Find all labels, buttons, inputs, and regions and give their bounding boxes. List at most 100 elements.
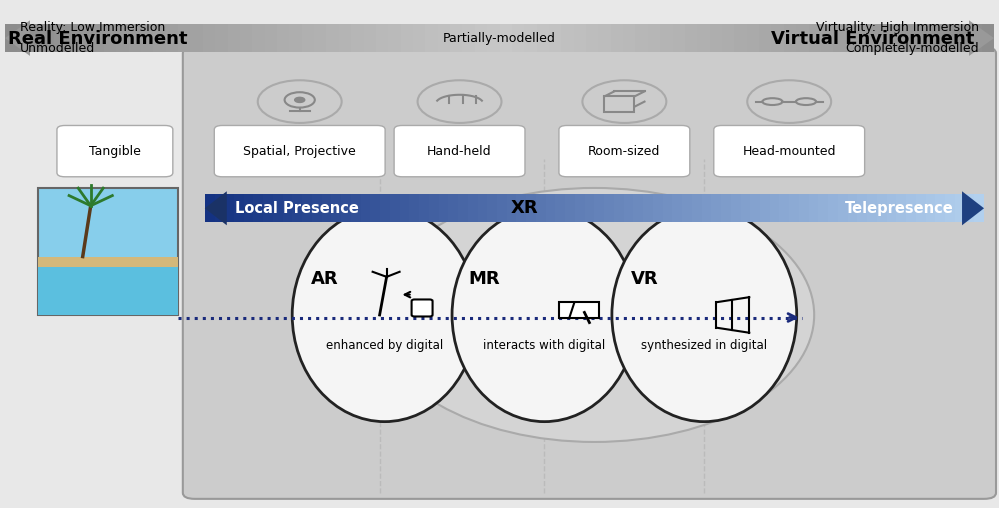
- Text: enhanced by digital: enhanced by digital: [326, 339, 444, 352]
- Bar: [870, 24, 883, 52]
- Bar: [488, 194, 498, 223]
- Bar: [660, 24, 672, 52]
- Bar: [796, 24, 808, 52]
- Text: Local Presence: Local Presence: [235, 201, 359, 216]
- Bar: [438, 24, 450, 52]
- Text: Spatial, Projective: Spatial, Projective: [244, 145, 356, 157]
- Bar: [784, 24, 796, 52]
- Bar: [429, 194, 439, 223]
- Bar: [955, 194, 965, 223]
- Bar: [545, 194, 555, 223]
- Bar: [701, 194, 711, 223]
- Ellipse shape: [452, 208, 637, 422]
- Bar: [478, 194, 488, 223]
- Bar: [224, 194, 234, 223]
- Bar: [302, 24, 314, 52]
- Bar: [697, 24, 709, 52]
- Bar: [586, 24, 598, 52]
- Bar: [613, 194, 623, 223]
- Bar: [79, 24, 92, 52]
- Ellipse shape: [292, 208, 478, 422]
- Bar: [711, 194, 721, 223]
- Text: Tangible: Tangible: [89, 145, 141, 157]
- Bar: [30, 24, 42, 52]
- Bar: [535, 194, 545, 223]
- Bar: [273, 194, 283, 223]
- Bar: [511, 24, 524, 52]
- Bar: [685, 24, 697, 52]
- Bar: [573, 24, 586, 52]
- Bar: [500, 24, 511, 52]
- Bar: [982, 24, 994, 52]
- FancyBboxPatch shape: [559, 125, 689, 177]
- Text: VR: VR: [630, 270, 658, 289]
- Text: Virtual Environment: Virtual Environment: [770, 30, 974, 48]
- Bar: [549, 24, 561, 52]
- FancyBboxPatch shape: [57, 125, 173, 177]
- Bar: [604, 97, 634, 112]
- Text: Virtuality: High Immersion: Virtuality: High Immersion: [816, 21, 979, 34]
- Bar: [920, 24, 932, 52]
- Bar: [332, 194, 342, 223]
- Bar: [610, 24, 623, 52]
- Bar: [376, 24, 389, 52]
- Bar: [857, 194, 867, 223]
- Bar: [760, 194, 770, 223]
- Bar: [722, 24, 734, 52]
- Bar: [38, 267, 178, 315]
- Bar: [682, 194, 691, 223]
- Bar: [129, 24, 141, 52]
- Bar: [54, 24, 67, 52]
- Bar: [293, 194, 302, 223]
- Bar: [141, 24, 154, 52]
- Bar: [191, 24, 203, 52]
- Bar: [945, 194, 955, 223]
- Bar: [526, 194, 535, 223]
- Bar: [536, 24, 548, 52]
- Bar: [92, 24, 104, 52]
- Bar: [965, 194, 974, 223]
- Bar: [957, 24, 969, 52]
- Bar: [263, 194, 273, 223]
- Bar: [691, 194, 701, 223]
- Bar: [203, 24, 215, 52]
- Bar: [818, 194, 828, 223]
- Text: MR: MR: [469, 270, 500, 289]
- Bar: [5, 24, 17, 52]
- Bar: [228, 24, 240, 52]
- Bar: [290, 24, 302, 52]
- Bar: [633, 194, 643, 223]
- Text: interacts with digital: interacts with digital: [484, 339, 605, 352]
- Bar: [420, 194, 429, 223]
- Bar: [38, 188, 178, 315]
- Bar: [731, 194, 740, 223]
- Bar: [647, 24, 660, 52]
- Bar: [116, 24, 129, 52]
- Bar: [38, 257, 178, 267]
- Bar: [847, 194, 857, 223]
- Bar: [390, 194, 400, 223]
- Bar: [371, 194, 380, 223]
- Bar: [351, 194, 361, 223]
- Bar: [277, 24, 290, 52]
- Bar: [559, 302, 599, 318]
- Bar: [215, 194, 224, 223]
- Text: AR: AR: [311, 270, 339, 289]
- Bar: [906, 194, 916, 223]
- Bar: [475, 24, 488, 52]
- Bar: [468, 194, 478, 223]
- Bar: [604, 194, 613, 223]
- Bar: [821, 24, 833, 52]
- Bar: [254, 194, 263, 223]
- Bar: [342, 194, 351, 223]
- Text: synthesized in digital: synthesized in digital: [641, 339, 767, 352]
- Text: Room-sized: Room-sized: [588, 145, 660, 157]
- Bar: [789, 194, 799, 223]
- Bar: [265, 24, 277, 52]
- Bar: [565, 194, 575, 223]
- Ellipse shape: [611, 208, 797, 422]
- Bar: [877, 194, 887, 223]
- Bar: [623, 24, 635, 52]
- Bar: [488, 24, 500, 52]
- Bar: [352, 24, 364, 52]
